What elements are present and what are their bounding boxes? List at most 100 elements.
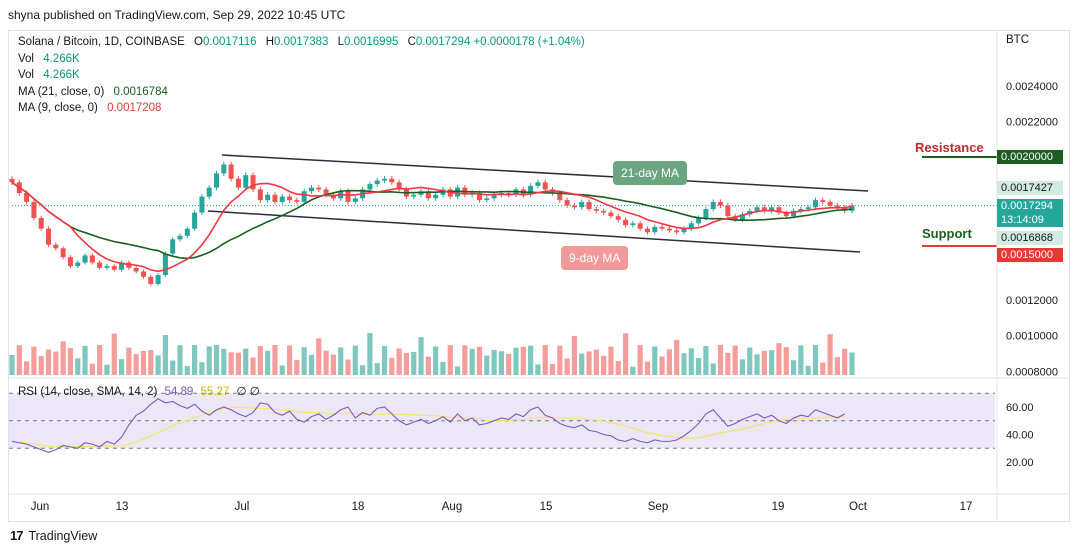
volume-bar: [725, 352, 731, 375]
vol-label: Vol: [18, 52, 34, 65]
candle-body: [308, 187, 314, 192]
price-axis-label: 0.0012000: [1006, 295, 1058, 307]
volume-bar: [228, 352, 234, 375]
candle-body: [769, 207, 775, 211]
candle-body: [31, 201, 37, 218]
volume-bar: [433, 346, 439, 375]
volume-bar: [184, 366, 190, 375]
high-price-tag: 0.0017427: [997, 181, 1063, 195]
volume-bar: [16, 345, 22, 375]
candle-body: [228, 164, 234, 179]
time-axis-label: Jun: [31, 501, 50, 513]
legend-vol2-row[interactable]: Vol 4.266K: [18, 67, 585, 84]
candle-body: [133, 267, 139, 272]
volume-bar: [454, 366, 461, 375]
volume-bar: [111, 333, 117, 375]
volume-bar: [747, 347, 753, 375]
candle-body: [761, 207, 767, 211]
volume-bar: [834, 357, 840, 375]
volume-bar: [798, 345, 804, 375]
volume-bar: [666, 349, 672, 375]
time-axis-label: Sep: [648, 501, 668, 513]
volume-bar: [703, 345, 709, 375]
candle-body: [184, 228, 190, 236]
volume-bar: [557, 345, 563, 375]
symbol-label[interactable]: Solana / Bitcoin, 1D, COINBASE: [18, 36, 185, 48]
volume-bar: [133, 354, 139, 375]
rsi-sma-value: 55.27: [200, 386, 230, 398]
candle-body: [798, 209, 804, 211]
legend-vol1-row[interactable]: Vol 4.266K: [18, 51, 585, 68]
candle-body: [703, 209, 709, 218]
candle-body: [476, 193, 482, 201]
rsi-line: [11, 398, 845, 453]
candle-body: [776, 207, 782, 213]
rsi-legend[interactable]: RSI (14, close, SMA, 14, 2) 54.89 55.27 …: [18, 384, 260, 398]
candle-body: [805, 207, 811, 210]
mid-price-tag: 0.0016868: [997, 231, 1063, 245]
time-axis-label: Aug: [442, 501, 462, 513]
ma21-annotation: 21-day MA: [613, 161, 688, 185]
volume-bar: [286, 345, 293, 375]
candle-body: [681, 228, 687, 233]
volume-bar: [498, 351, 504, 375]
candle-body: [345, 191, 351, 202]
rsi-label: RSI (14, close, SMA, 14, 2): [18, 386, 158, 398]
volume-bar: [812, 345, 819, 375]
volume-bar: [644, 361, 651, 375]
volume-bar: [265, 350, 271, 375]
candle-body: [235, 178, 241, 188]
volume-bar: [688, 348, 694, 375]
volume-bar: [360, 365, 366, 375]
volume-bar: [221, 348, 227, 375]
candle-body: [593, 209, 599, 211]
high-label: H: [265, 36, 275, 48]
candle-body: [206, 187, 212, 197]
volume-bar: [411, 352, 417, 375]
legend-ma21-row[interactable]: MA (21, close, 0) 0.0016784: [18, 84, 585, 101]
volume-bar: [754, 354, 760, 375]
volume-bar: [717, 345, 724, 375]
candle-body: [710, 201, 716, 210]
volume-bar: [170, 360, 176, 375]
candle-body: [53, 244, 59, 249]
footer-brand[interactable]: 17 TradingView: [10, 528, 97, 543]
candle-body: [425, 191, 431, 199]
volume-bar: [696, 358, 702, 375]
candle-body: [257, 189, 263, 201]
ma9-label: MA (9, close, 0): [18, 102, 98, 115]
volume-bar: [462, 345, 468, 375]
volume-bar: [586, 351, 592, 375]
channel-upper-line: [221, 154, 869, 192]
candle-body: [666, 228, 672, 231]
volume-bar: [476, 346, 483, 375]
candle-body: [111, 266, 117, 270]
volume-bar: [67, 348, 74, 375]
volume-bar: [790, 360, 797, 375]
volume-bar: [564, 358, 570, 375]
volume-bar: [593, 349, 599, 375]
legend-ma9-row[interactable]: MA (9, close, 0) 0.0017208: [18, 100, 585, 117]
last-price-tag: 0.0017294: [997, 199, 1063, 213]
volume-bar: [484, 355, 490, 375]
candle-body: [579, 201, 585, 208]
volume-bar: [301, 347, 307, 375]
rsi-extra: ∅ ∅: [236, 386, 260, 398]
volume-bar: [199, 362, 205, 375]
volume-bar: [60, 341, 66, 375]
open-label: O: [194, 36, 203, 48]
volume-bar: [192, 345, 198, 375]
open-value: 0.0017116: [202, 36, 257, 48]
price-axis-label: 0.0008000: [1006, 366, 1058, 378]
change-value: +0.0000178 (+1.04%): [473, 36, 585, 48]
candle-body: [571, 205, 577, 208]
candle-body: [623, 219, 629, 226]
candle-body: [455, 187, 461, 197]
chart-frame[interactable]: [8, 30, 1070, 522]
candle-body: [89, 255, 95, 263]
volume-bar: [323, 350, 329, 375]
volume-bar: [272, 345, 278, 375]
ma21-value: 0.0016784: [113, 85, 168, 98]
candle-body: [506, 193, 512, 195]
